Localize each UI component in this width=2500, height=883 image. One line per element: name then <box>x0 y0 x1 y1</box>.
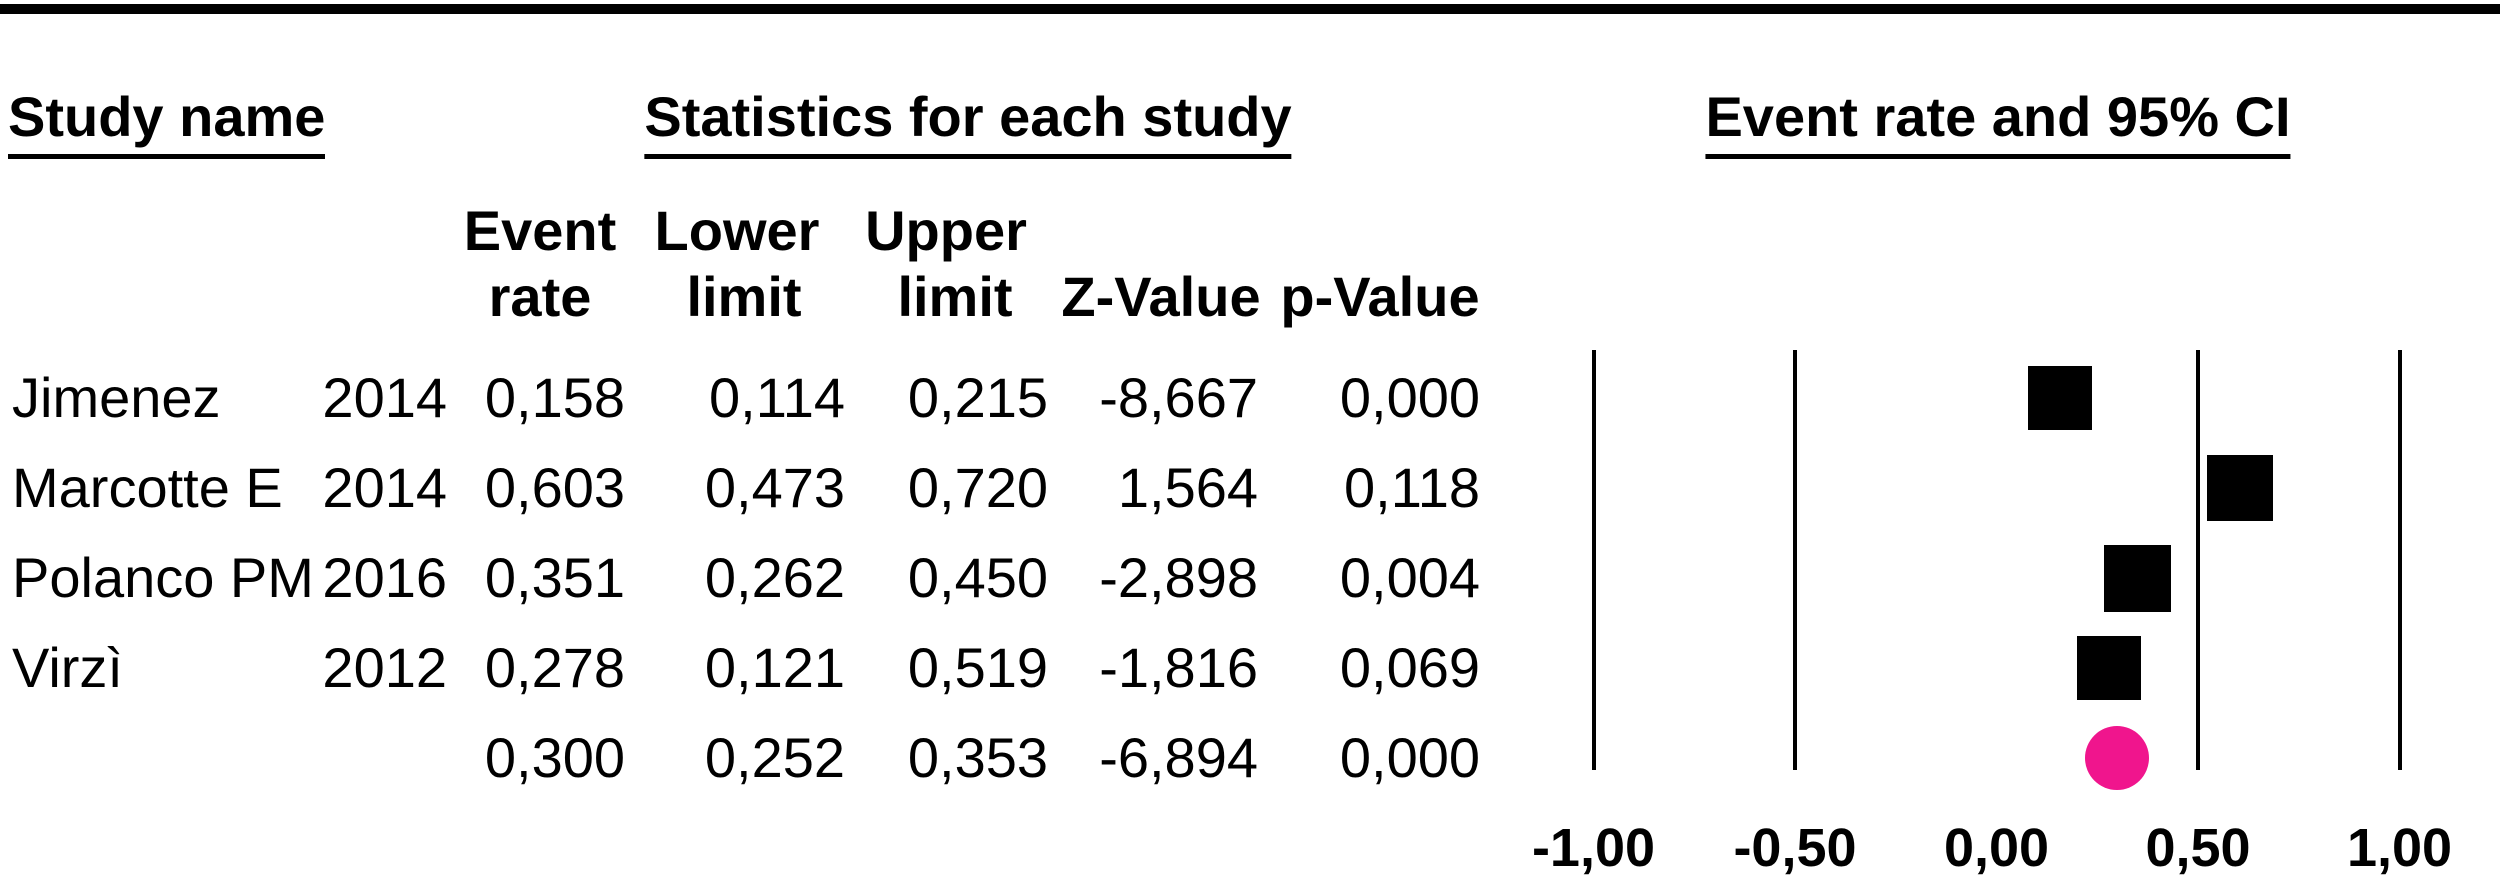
lower-limit-cell: 0,121 <box>704 636 845 699</box>
table-row: Marcotte E 2014 0,603 0,473 0,720 1,564 0,118 <box>0 443 1540 533</box>
event-rate-cell: 0,158 <box>484 366 625 429</box>
column-header-event-line2: rate <box>488 265 592 328</box>
z-value-cell: -8,667 <box>1099 366 1258 429</box>
study-name-cell: Jimenez <box>12 366 221 429</box>
column-header-upper-line2: limit <box>897 265 1013 328</box>
axis-tick-label: 0,00 <box>1943 818 2050 878</box>
summary-row: 0,300 0,252 0,353 -6,894 0,000 <box>0 713 1540 803</box>
study-marker-square <box>2076 636 2141 700</box>
year-cell: 2014 <box>322 456 447 519</box>
lower-limit-cell: 0,252 <box>704 726 845 789</box>
p-value-cell: 0,000 <box>1339 726 1480 789</box>
event-rate-cell: 0,351 <box>484 546 625 609</box>
study-name-cell: Polanco PM <box>12 546 314 609</box>
top-rule-divider <box>0 4 2500 14</box>
p-value-cell: 0,004 <box>1339 546 1480 609</box>
study-marker-square <box>2104 544 2172 612</box>
axis-tick-label: -1,00 <box>1531 818 1656 878</box>
upper-limit-cell: 0,215 <box>907 366 1048 429</box>
z-value-cell: -2,898 <box>1099 546 1258 609</box>
year-cell: 2012 <box>322 636 447 699</box>
p-value-cell: 0,069 <box>1339 636 1480 699</box>
upper-limit-cell: 0,720 <box>907 456 1048 519</box>
upper-limit-cell: 0,450 <box>907 546 1048 609</box>
statistics-header: Statistics for each study <box>644 86 1292 159</box>
lower-limit-cell: 0,473 <box>704 456 845 519</box>
axis-gridline <box>2397 350 2402 770</box>
axis-tick-label: -0,50 <box>1733 818 1857 878</box>
z-value-cell: -1,816 <box>1099 636 1258 699</box>
axis-gridline <box>1591 350 1596 770</box>
column-header-z-value: Z-Value <box>1061 265 1261 328</box>
axis-gridline <box>1793 350 1797 770</box>
event-rate-cell: 0,603 <box>484 456 625 519</box>
lower-limit-cell: 0,114 <box>709 366 845 429</box>
study-name-cell: Virzì <box>12 636 123 699</box>
p-value-cell: 0,000 <box>1339 366 1480 429</box>
study-marker-square <box>2206 455 2273 521</box>
z-value-cell: -6,894 <box>1099 726 1258 789</box>
axis-gridline <box>2196 350 2200 770</box>
study-name-header: Study name <box>8 86 326 159</box>
study-name-cell: Marcotte E <box>12 456 283 519</box>
year-cell: 2014 <box>322 366 447 429</box>
column-header-p-value: p-Value <box>1280 265 1480 328</box>
column-header-upper-line1: Upper <box>865 199 1027 262</box>
upper-limit-cell: 0,353 <box>907 726 1048 789</box>
column-header-lower-line1: Lower <box>654 199 820 262</box>
summary-marker-circle <box>2085 726 2150 790</box>
table-row: Jimenez 2014 0,158 0,114 0,215 -8,667 0,000 <box>0 353 1540 443</box>
axis-tick-label: 1,00 <box>2346 818 2453 878</box>
upper-limit-cell: 0,519 <box>907 636 1048 699</box>
event-rate-cell: 0,300 <box>484 726 625 789</box>
z-value-cell: 1,564 <box>1117 456 1258 519</box>
lower-limit-cell: 0,262 <box>704 546 845 609</box>
plot-title: Event rate and 95% CI <box>1705 86 2291 159</box>
table-row: Virzì 2012 0,278 0,121 0,519 -1,816 0,069 <box>0 623 1540 713</box>
column-header-lower-line2: limit <box>686 265 802 328</box>
table-row: Polanco PM 2016 0,351 0,262 0,450 -2,898 0,004 <box>0 533 1540 623</box>
year-cell: 2016 <box>322 546 447 609</box>
event-rate-cell: 0,278 <box>484 636 625 699</box>
study-marker-square <box>2028 366 2093 430</box>
column-header-event-line1: Event <box>463 199 617 262</box>
axis-tick-label: 0,50 <box>2145 818 2251 878</box>
p-value-cell: 0,118 <box>1344 456 1480 519</box>
